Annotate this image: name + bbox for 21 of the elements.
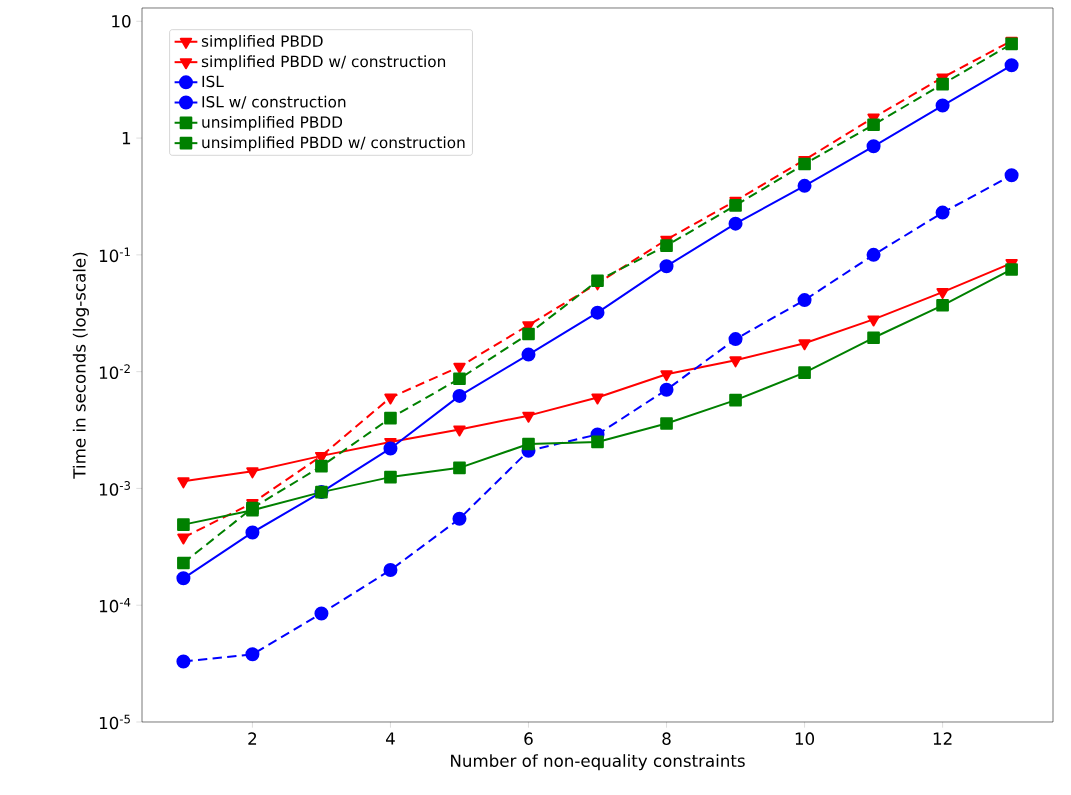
x-axis-title: Number of non-equality constraints xyxy=(451,754,745,771)
x-tick-label: 4 xyxy=(385,732,395,745)
legend-label: ISL w/ construction xyxy=(202,95,346,109)
y-tick-label: 10 xyxy=(112,14,131,28)
y-tick-label: 10$^{-3}$ xyxy=(99,481,130,496)
y-tick-label: 10$^{-5}$ xyxy=(99,714,130,730)
x-tick-label: 6 xyxy=(524,732,533,745)
x-tick-label: 2 xyxy=(248,732,257,745)
y-tick-label: 10$^{-1}$ xyxy=(99,247,130,263)
x-tick-label: 10 xyxy=(795,732,815,745)
y-tick-label: 10$^{-2}$ xyxy=(99,364,130,379)
y-tick-label: 10$^{-4}$ xyxy=(99,597,131,613)
x-tick-label: 12 xyxy=(933,732,952,745)
x-tick-label: 8 xyxy=(662,732,671,745)
y-tick-label: 1 xyxy=(122,132,131,145)
legend-label: unsimplified PBDD xyxy=(202,116,343,131)
legend-label: simplified PBDD w/ construction xyxy=(201,55,446,71)
legend-label: simplified PBDD xyxy=(201,35,323,50)
legend-label: unsimplified PBDD w/ construction xyxy=(202,136,465,152)
y-axis-title: Time in seconds (log-scale) xyxy=(72,252,89,479)
legend-label: ISL xyxy=(202,75,224,88)
